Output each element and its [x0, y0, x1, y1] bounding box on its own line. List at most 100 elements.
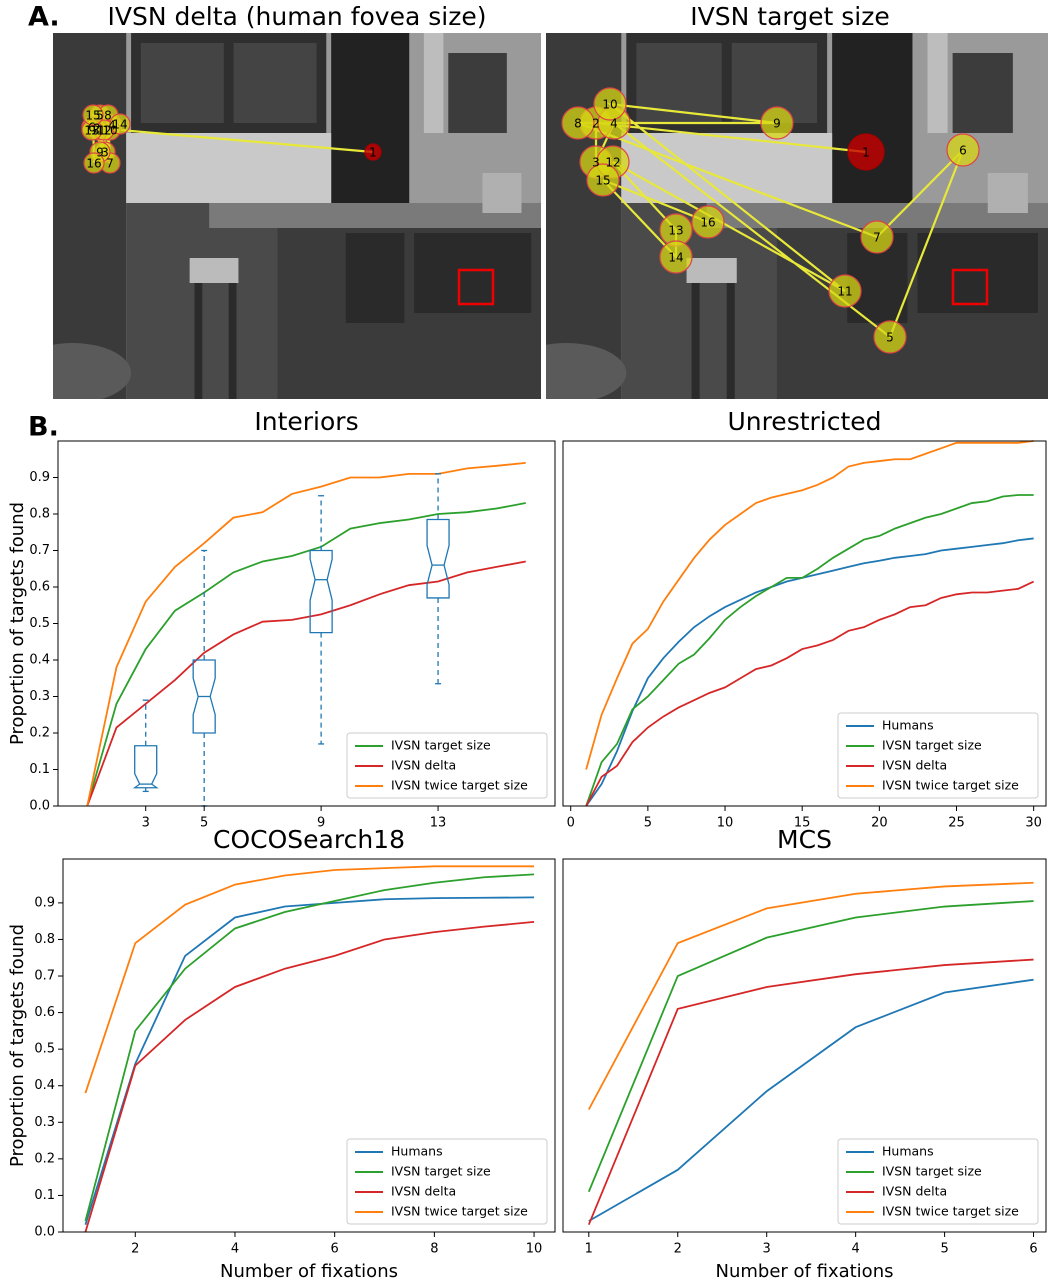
- series-line: [585, 537, 1034, 806]
- fixation: [586, 163, 620, 197]
- legend-label: IVSN target size: [391, 1164, 491, 1179]
- fixation-label: 4: [610, 117, 618, 131]
- fixation-label: 9: [96, 146, 104, 160]
- legend-box: [346, 732, 548, 799]
- fixation-label: 11: [837, 285, 852, 299]
- x-tick-label: 3: [142, 816, 150, 831]
- x-tick-label: 4: [231, 1242, 239, 1257]
- series-line: [86, 462, 526, 806]
- y-tick-label: 0.6: [29, 580, 50, 595]
- y-tick-label: 0.8: [34, 932, 55, 947]
- y-tick-label: 0.7: [34, 969, 55, 984]
- x-tick-label: 4: [852, 1242, 860, 1257]
- fixation: [760, 106, 794, 140]
- fixation-label: 5: [886, 331, 894, 345]
- y-tick-label: 0.4: [34, 1078, 55, 1093]
- x-tick-label: 3: [763, 1242, 771, 1257]
- fixation-label: 6: [88, 121, 96, 135]
- legend-label: IVSN target size: [882, 738, 982, 753]
- fixation-label: 15: [595, 174, 610, 188]
- series-line: [588, 978, 1034, 1222]
- series-line: [587, 900, 1034, 1193]
- y-tick-label: 0.1: [29, 762, 50, 777]
- x-tick-label: 2: [131, 1242, 139, 1257]
- photo: [546, 33, 1048, 399]
- fixation: [860, 220, 894, 254]
- x-tick-label: 6: [1029, 1242, 1037, 1257]
- x-tick-label: 0: [567, 816, 575, 831]
- fixation-label: 15: [85, 109, 100, 123]
- fixation: [364, 143, 382, 161]
- x-axis-label: Number of fixations: [220, 1261, 398, 1282]
- fixation-label: 9: [773, 117, 781, 131]
- x-tick-label: 10: [717, 816, 734, 831]
- fixation-label: 7: [873, 231, 881, 245]
- y-axis-label: Proportion of targets found: [7, 502, 28, 745]
- box: [426, 518, 450, 599]
- series-line: [84, 921, 535, 1232]
- x-tick-label: 5: [200, 816, 208, 831]
- y-tick-label: 0.1: [34, 1188, 55, 1203]
- fixation-label: 3: [592, 156, 600, 170]
- fixation-label: 2: [592, 117, 600, 131]
- y-tick-label: 0.2: [34, 1151, 55, 1166]
- legend-label: IVSN delta: [391, 1184, 456, 1199]
- legend-label: Humans: [882, 1144, 934, 1159]
- x-tick-label: 5: [644, 816, 652, 831]
- y-tick-label: 0.5: [34, 1042, 55, 1057]
- series-line: [585, 440, 1034, 770]
- chart-title: COCOSearch18: [213, 825, 405, 854]
- fixation: [593, 87, 627, 121]
- legend-label: IVSN twice target size: [391, 778, 528, 793]
- target-box: [457, 268, 495, 306]
- fixation: [561, 106, 595, 140]
- series-line: [585, 580, 1035, 806]
- legend-label: IVSN delta: [882, 1184, 947, 1199]
- x-tick-label: 2: [674, 1242, 682, 1257]
- fixation: [828, 274, 862, 308]
- axes-frame: [62, 858, 556, 1233]
- image-title: IVSN target size: [690, 2, 889, 31]
- image-title: IVSN delta (human fovea size): [108, 2, 487, 31]
- legend-label: IVSN delta: [391, 758, 456, 773]
- fixation-label: 8: [574, 117, 582, 131]
- fixation-label: 13: [668, 224, 683, 238]
- fixation-label: 12: [96, 124, 111, 138]
- panel-label: B.: [28, 412, 59, 443]
- y-tick-label: 0.5: [29, 616, 50, 631]
- fixation: [847, 133, 885, 171]
- x-tick-label: 10: [526, 1242, 543, 1257]
- series-line: [84, 865, 535, 1094]
- chart-title: Interiors: [254, 407, 358, 436]
- box: [309, 549, 333, 634]
- y-tick-label: 0.9: [29, 470, 50, 485]
- y-tick-label: 0.3: [29, 689, 50, 704]
- series-line: [84, 873, 535, 1222]
- box: [192, 659, 216, 734]
- fixation-label: 8: [104, 109, 112, 123]
- y-tick-label: 0.8: [29, 507, 50, 522]
- fixation-label: 11: [90, 124, 105, 138]
- y-tick-label: 0.0: [29, 799, 50, 814]
- fixation-label: 16: [86, 157, 101, 171]
- fixation-label: 16: [700, 216, 715, 230]
- y-axis-label: Proportion of targets found: [7, 924, 28, 1167]
- x-tick-label: 13: [430, 816, 447, 831]
- fixation-label: 14: [112, 118, 127, 132]
- y-tick-label: 0.9: [34, 895, 55, 910]
- x-axis-label: Number of fixations: [716, 1261, 894, 1282]
- fixation-label: 7: [106, 157, 114, 171]
- box: [132, 745, 159, 789]
- fixation: [83, 152, 105, 174]
- panel-label: A.: [28, 2, 60, 33]
- fixation: [659, 240, 693, 274]
- photo: [53, 33, 541, 399]
- fixation-label: 10: [102, 124, 117, 138]
- y-tick-label: 0.6: [34, 1005, 55, 1020]
- series-line: [585, 494, 1034, 806]
- fixation: [873, 320, 907, 354]
- fixation: [946, 133, 980, 167]
- y-tick-label: 0.0: [34, 1225, 55, 1240]
- series-line: [588, 881, 1034, 1110]
